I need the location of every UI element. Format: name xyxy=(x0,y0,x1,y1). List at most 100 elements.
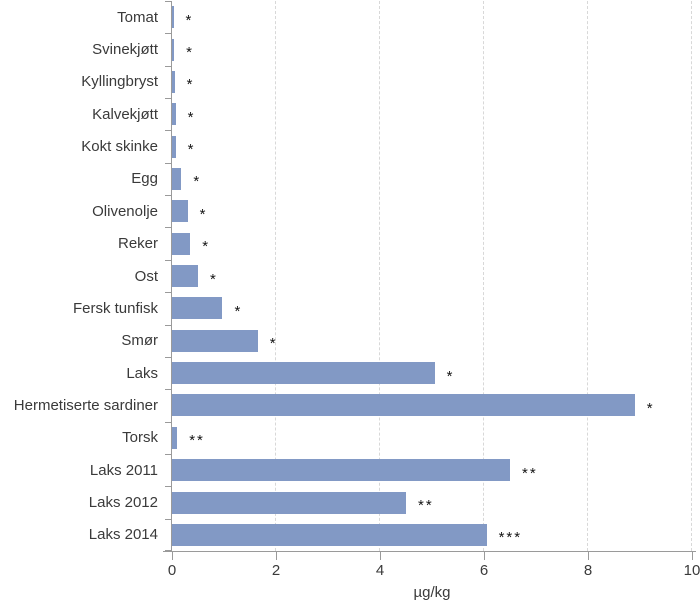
y-axis-tick xyxy=(165,195,172,196)
category-label: Kyllingbryst xyxy=(81,73,158,91)
significance-marker: * xyxy=(199,205,208,223)
y-axis-tick xyxy=(165,389,172,390)
category-label: Kokt skinke xyxy=(81,138,158,156)
significance-marker: * xyxy=(269,335,278,353)
bar-row: * xyxy=(172,389,692,421)
category-label: Laks xyxy=(126,364,158,382)
bar xyxy=(172,6,174,29)
y-axis-tick xyxy=(165,422,172,423)
category-label: Hermetiserte sardiner xyxy=(13,396,158,414)
x-axis-tick-label: 2 xyxy=(271,562,281,579)
significance-marker: ** xyxy=(418,497,434,515)
x-axis-title: µg/kg xyxy=(413,584,451,601)
x-axis-tick xyxy=(380,552,381,560)
y-axis-tick xyxy=(165,98,172,99)
bar xyxy=(172,329,258,352)
bar xyxy=(172,297,223,320)
bar xyxy=(172,38,175,61)
y-axis-tick xyxy=(165,260,172,261)
x-axis-tick xyxy=(588,552,589,560)
category-label: Reker xyxy=(117,235,158,253)
x-axis-tick xyxy=(484,552,485,560)
bar xyxy=(172,70,175,93)
y-axis-tick xyxy=(165,163,172,164)
bar-row: ** xyxy=(172,422,692,454)
bar xyxy=(172,167,182,190)
bar-row: ** xyxy=(172,486,692,518)
bar xyxy=(172,103,176,126)
bar xyxy=(172,459,510,482)
gridline xyxy=(275,1,276,551)
x-axis-tick xyxy=(276,552,277,560)
bar xyxy=(172,200,188,223)
significance-marker: ** xyxy=(189,432,205,450)
category-label: Laks 2014 xyxy=(88,526,158,544)
category-label: Smør xyxy=(121,332,158,350)
bar xyxy=(172,135,176,158)
bar-row: * xyxy=(172,1,692,33)
bars: * * * * * * * * * * * * * ** ** ** *** xyxy=(172,1,692,551)
category-label: Fersk tunfisk xyxy=(72,299,158,317)
y-axis-line xyxy=(171,1,172,551)
significance-marker: * xyxy=(186,76,195,94)
bar-row: * xyxy=(172,228,692,260)
bar xyxy=(172,394,635,417)
category-label: Torsk xyxy=(122,429,158,447)
y-axis-tick xyxy=(165,227,172,228)
y-axis-tick xyxy=(165,325,172,326)
y-axis-tick xyxy=(165,519,172,520)
bar-row: ** xyxy=(172,454,692,486)
significance-marker: * xyxy=(187,141,196,159)
y-axis-tick xyxy=(165,1,172,2)
significance-marker: * xyxy=(210,270,218,288)
bar-row: * xyxy=(172,98,692,130)
gridline xyxy=(691,1,692,551)
bar-row: * xyxy=(172,325,692,357)
gridline xyxy=(483,1,484,551)
x-axis-tick xyxy=(172,552,173,560)
category-label: Olivenolje xyxy=(92,202,158,220)
bar-row: * xyxy=(172,292,692,324)
y-axis-tick xyxy=(165,292,172,293)
category-label: Svinekjøtt xyxy=(92,41,158,59)
category-label: Egg xyxy=(131,170,158,188)
y-axis-tick xyxy=(165,454,172,455)
y-axis-tick xyxy=(165,550,172,551)
significance-marker: * xyxy=(646,399,655,417)
significance-marker: * xyxy=(185,11,194,29)
bar-row: * xyxy=(172,195,692,227)
significance-marker: * xyxy=(193,173,202,191)
significance-marker: ** xyxy=(522,464,538,482)
y-axis-tick xyxy=(165,130,172,131)
x-axis-tick-label: 0 xyxy=(167,562,177,579)
bar-row: * xyxy=(172,260,692,292)
significance-marker: * xyxy=(234,302,243,320)
bar-row: * xyxy=(172,66,692,98)
significance-marker: * xyxy=(446,367,455,385)
x-axis-tick-label: 8 xyxy=(583,562,593,579)
y-axis-tick xyxy=(165,357,172,358)
category-labels: Tomat Svinekjøtt Kyllingbryst Kalvekjøtt Kok… xyxy=(0,1,158,551)
plot-area: * * * * * * * * * * * * * ** ** ** *** xyxy=(172,1,692,551)
bar xyxy=(172,362,435,385)
x-axis-tick-label: 10 xyxy=(683,562,700,579)
category-label: Kalvekjøtt xyxy=(92,105,158,123)
x-axis-line xyxy=(163,551,696,552)
gridline xyxy=(587,1,588,551)
y-axis-tick xyxy=(165,66,172,67)
significance-marker: * xyxy=(187,108,196,126)
x-axis-tick-label: 6 xyxy=(479,562,489,579)
x-axis-tick xyxy=(692,552,693,560)
significance-marker: *** xyxy=(498,529,523,547)
bar xyxy=(172,232,191,255)
x-axis-tick-label: 4 xyxy=(375,562,385,579)
bar-row: * xyxy=(172,33,692,65)
y-axis-tick xyxy=(165,486,172,487)
bar-row: * xyxy=(172,163,692,195)
gridline xyxy=(379,1,380,551)
bar-row: * xyxy=(172,357,692,389)
bar-row: *** xyxy=(172,519,692,551)
significance-marker: * xyxy=(202,238,211,256)
significance-marker: * xyxy=(186,44,194,62)
